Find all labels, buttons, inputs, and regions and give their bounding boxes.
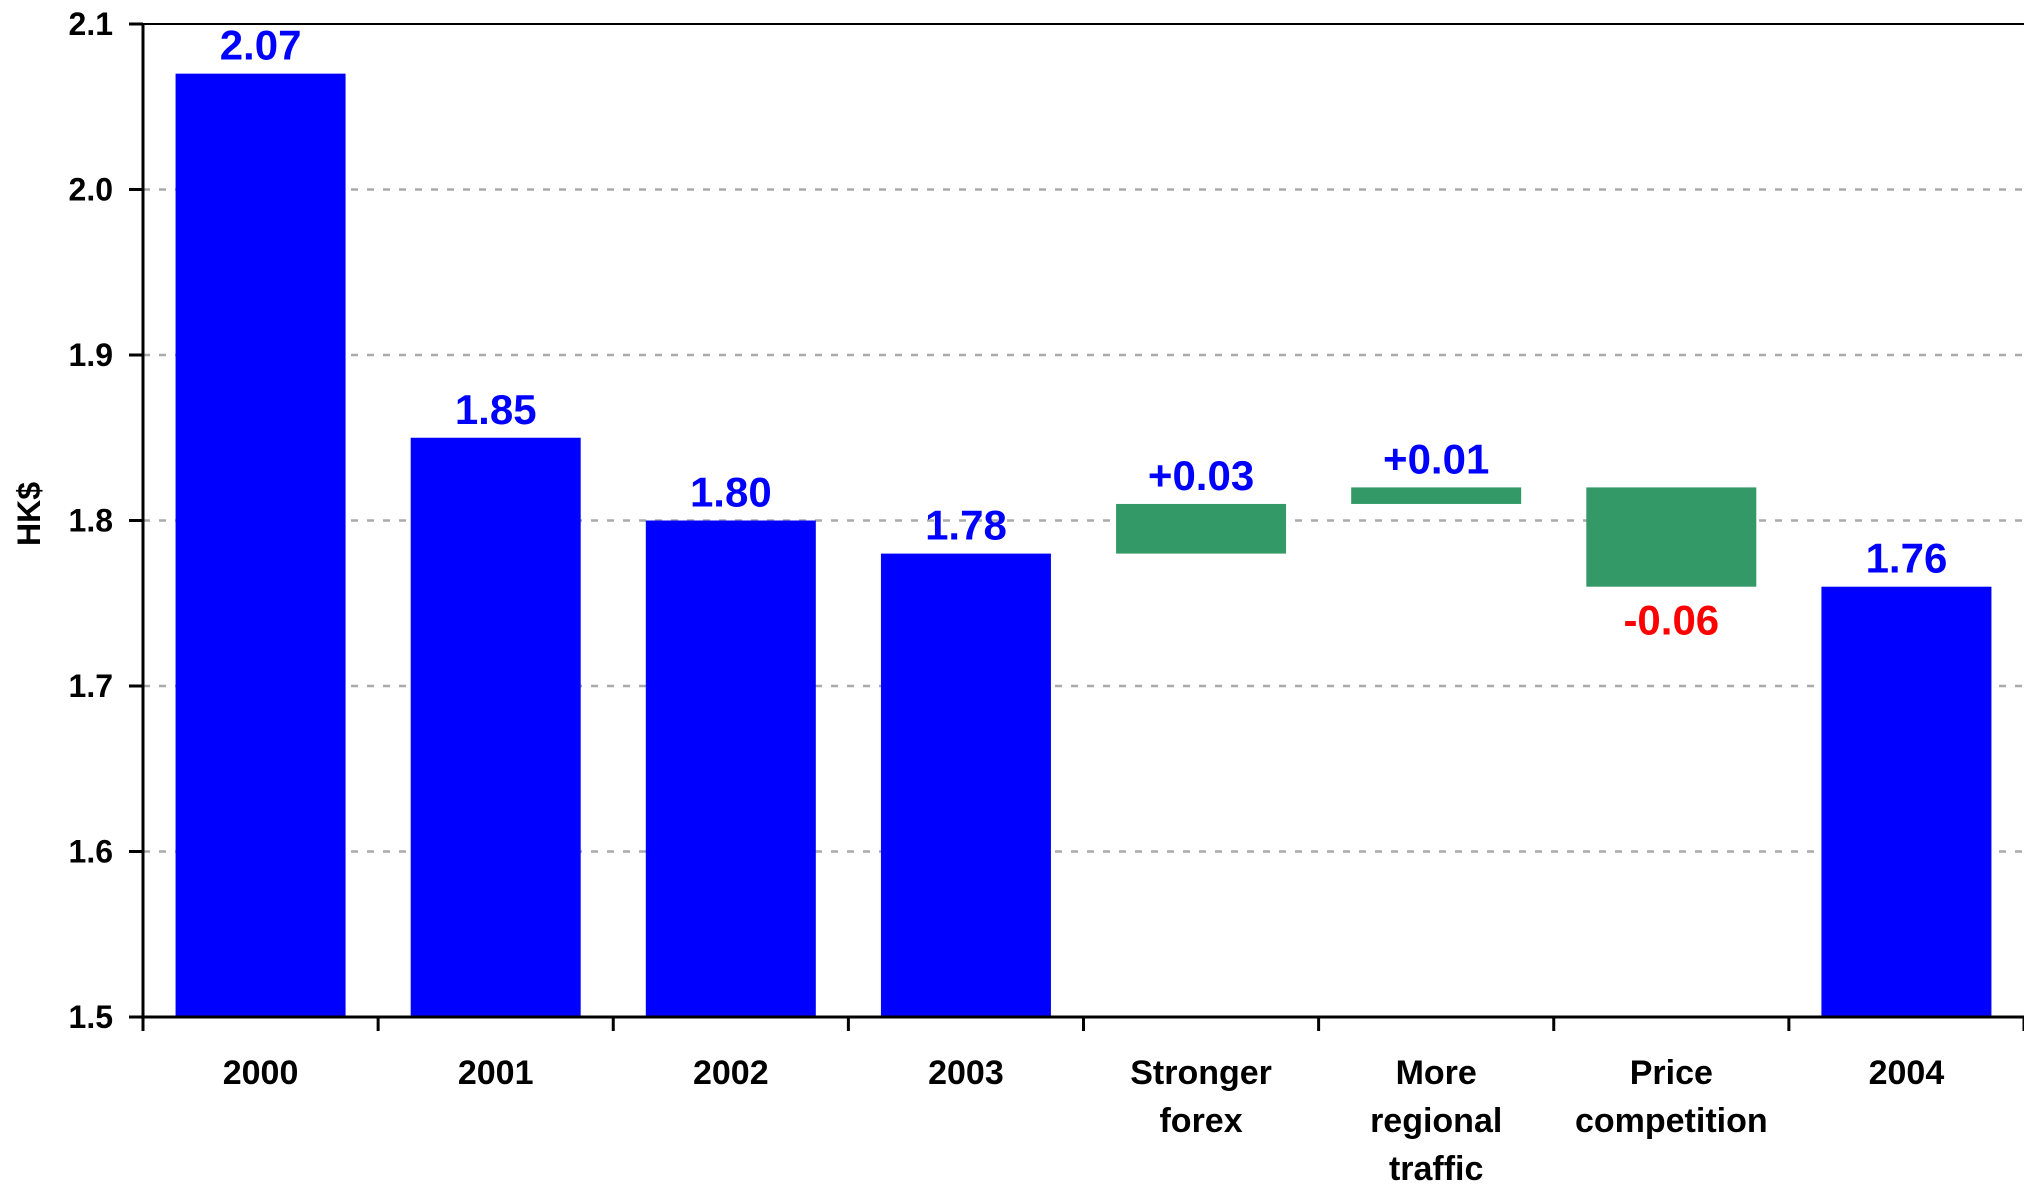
x-tick-label-3: 2003 xyxy=(928,1054,1004,1092)
x-tick-label-7: 2004 xyxy=(1869,1054,1945,1092)
value-label-4: +0.03 xyxy=(1148,452,1254,499)
value-label-3: 1.78 xyxy=(925,502,1007,549)
x-tick-label-line: 2000 xyxy=(223,1054,299,1092)
x-tick-label-0: 2000 xyxy=(223,1054,299,1092)
bar-6 xyxy=(1586,487,1757,587)
bar-1 xyxy=(410,437,581,1017)
x-tick-label-line: 2004 xyxy=(1869,1054,1945,1092)
x-tick-label-line: 2003 xyxy=(928,1054,1004,1092)
bars xyxy=(175,73,1992,1017)
y-axis-title: HK$ xyxy=(11,482,47,546)
x-tick-label-line: Price xyxy=(1630,1054,1713,1092)
x-tick-label-line: forex xyxy=(1159,1102,1242,1140)
x-tick-label-line: regional xyxy=(1370,1102,1502,1140)
bar-5 xyxy=(1351,487,1522,504)
x-tick-labels: 2000 2001 2002 2003 Stronger forex More regiona… xyxy=(223,1054,1945,1185)
bar-7 xyxy=(1821,586,1992,1017)
y-tick-label-0: 1.5 xyxy=(69,999,113,1035)
x-tick-label-line: 2002 xyxy=(693,1054,769,1092)
y-tick-label-4: 1.9 xyxy=(69,337,113,373)
data-labels: 2.07 1.85 1.80 1.78 +0.03 +0.01 -0.06 1.76 xyxy=(220,22,1948,644)
x-tick-label-line: competition xyxy=(1575,1102,1768,1140)
bar-3 xyxy=(880,553,1051,1017)
y-tick-label-5: 2.0 xyxy=(69,172,113,208)
axes xyxy=(129,22,2024,1031)
gridlines xyxy=(143,23,2024,853)
x-tick-label-line: More xyxy=(1396,1054,1477,1092)
x-tick-label-5: More regional traffic xyxy=(1370,1054,1502,1185)
x-tick-label-line: Stronger xyxy=(1130,1054,1272,1092)
value-label-6: -0.06 xyxy=(1623,597,1719,644)
value-label-5: +0.01 xyxy=(1383,435,1489,482)
value-label-2: 1.80 xyxy=(690,469,772,516)
value-label-1: 1.85 xyxy=(455,386,537,433)
x-tick-label-6: Price competition xyxy=(1575,1054,1768,1140)
x-tick-label-line: 2001 xyxy=(458,1054,534,1092)
x-tick-label-1: 2001 xyxy=(458,1054,534,1092)
x-tick-label-line: traffic xyxy=(1389,1150,1483,1185)
y-tick-label-1: 1.6 xyxy=(69,834,113,870)
bar-4 xyxy=(1116,503,1287,554)
y-tick-label-2: 1.7 xyxy=(69,668,113,704)
bar-2 xyxy=(645,520,816,1017)
x-tick-label-4: Stronger forex xyxy=(1130,1054,1272,1140)
y-tick-label-3: 1.8 xyxy=(69,503,113,539)
y-tick-label-6: 2.1 xyxy=(69,6,113,42)
y-tick-labels: 1.5 1.6 1.7 1.8 1.9 2.0 2.1 xyxy=(69,6,113,1035)
bar-0 xyxy=(175,73,346,1017)
x-tick-label-2: 2002 xyxy=(693,1054,769,1092)
value-label-7: 1.76 xyxy=(1866,535,1948,582)
value-label-0: 2.07 xyxy=(220,22,302,69)
